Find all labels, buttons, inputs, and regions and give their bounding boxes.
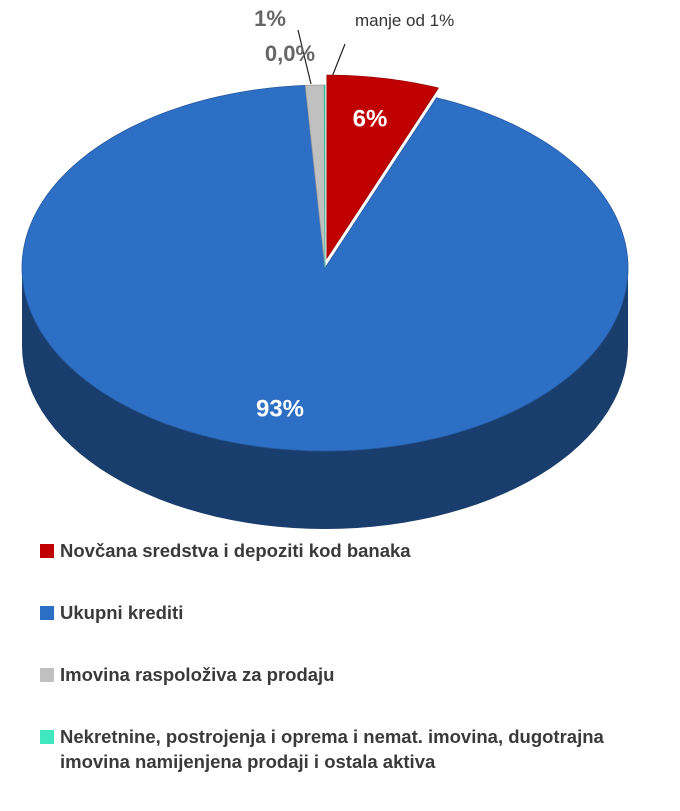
legend-item: Imovina raspoloživa za prodaju	[40, 662, 660, 687]
slice	[21, 84, 629, 452]
annotation: manje od 1%	[355, 11, 454, 30]
slice	[323, 84, 326, 269]
legend-label: Ukupni krediti	[60, 602, 184, 623]
slice-side	[22, 268, 628, 529]
legend-item: Novčana sredstva i depoziti kod banaka	[40, 538, 660, 563]
legend-label: Nekretnine, postrojenja i oprema i nemat…	[60, 726, 604, 772]
legend-swatch	[40, 544, 54, 558]
legend-label: Novčana sredstva i depoziti kod banaka	[60, 540, 411, 561]
legend-swatch	[40, 606, 54, 620]
legend-item: Nekretnine, postrojenja i oprema i nemat…	[40, 724, 660, 774]
legend-swatch	[40, 730, 54, 744]
slice	[326, 74, 440, 260]
legend-item: Ukupni krediti	[40, 600, 660, 625]
data-label: 0,0%	[265, 41, 315, 66]
page: manje od 1% 6% 93% 1% 0,0% Novčana sredstva…	[21, 6, 629, 772]
leader-line	[297, 29, 312, 85]
legend: Novčana sredstva i depoziti kod banaka Uk…	[40, 538, 660, 811]
legend-swatch	[40, 668, 54, 682]
legend-label: Imovina raspoloživa za prodaju	[60, 664, 335, 685]
data-label: 1%	[254, 6, 286, 31]
data-label: 93%	[256, 395, 304, 422]
data-label: 6%	[353, 105, 388, 132]
chart: manje od 1% 6% 93% 1% 0,0%	[21, 6, 629, 529]
